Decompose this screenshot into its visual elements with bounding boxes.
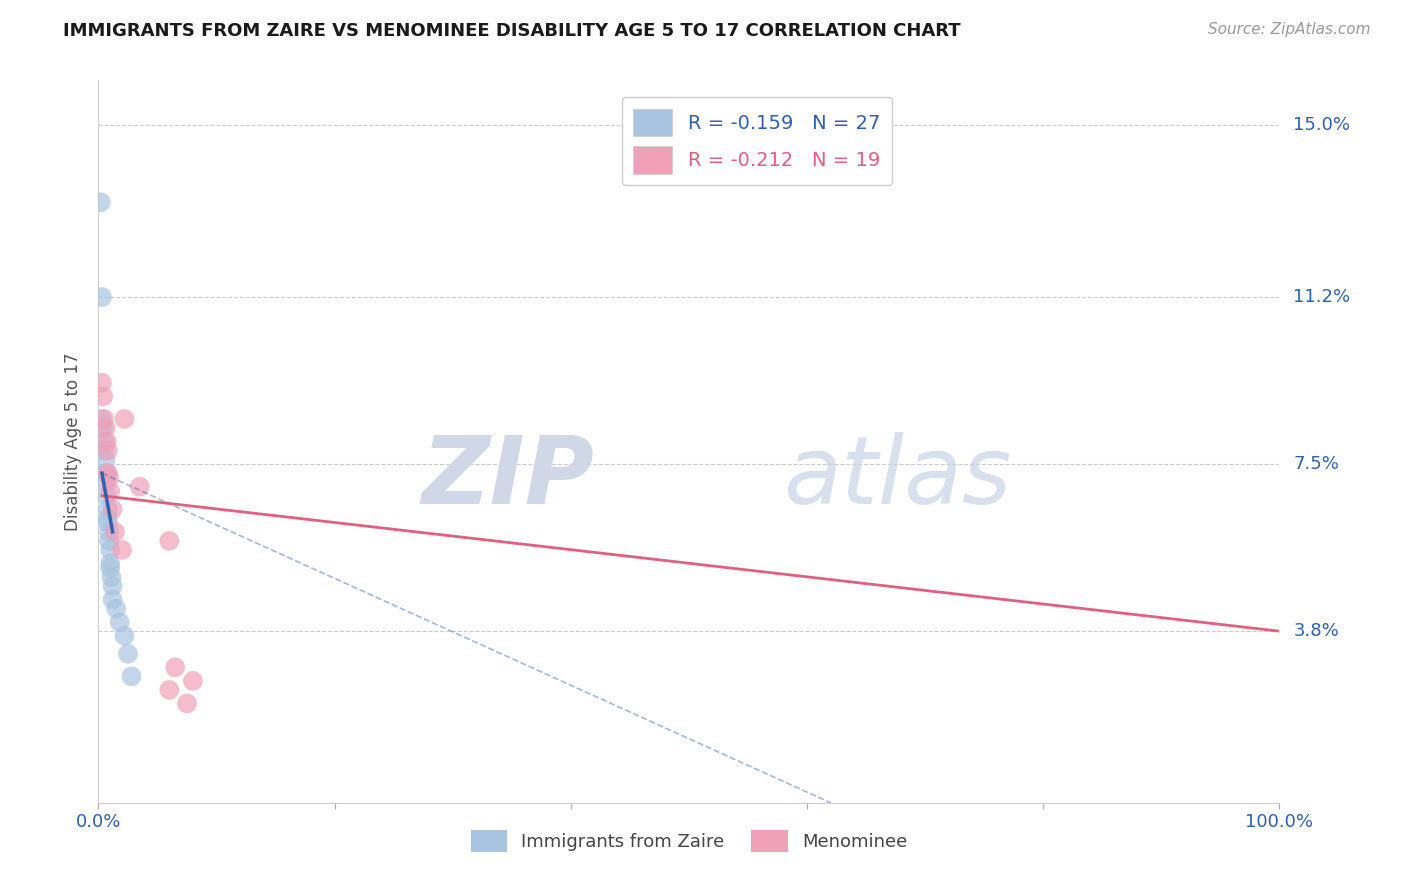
Point xyxy=(101,579,124,593)
Point xyxy=(104,524,127,539)
Point xyxy=(91,412,114,426)
Point xyxy=(91,389,114,403)
Point xyxy=(90,195,112,210)
Text: 7.5%: 7.5% xyxy=(1294,455,1340,473)
Text: 3.8%: 3.8% xyxy=(1294,623,1339,640)
Point xyxy=(98,561,121,575)
Y-axis label: Disability Age 5 to 17: Disability Age 5 to 17 xyxy=(65,352,83,531)
Point xyxy=(165,660,187,674)
Point xyxy=(105,601,128,615)
Point xyxy=(91,290,114,304)
Point xyxy=(97,443,120,458)
Point xyxy=(98,471,121,485)
Point xyxy=(100,570,122,584)
Point xyxy=(128,480,150,494)
Point xyxy=(181,673,204,688)
Point xyxy=(96,489,118,503)
Text: 11.2%: 11.2% xyxy=(1294,288,1351,306)
Point xyxy=(97,516,120,530)
Point xyxy=(93,443,115,458)
Point xyxy=(97,511,120,525)
Point xyxy=(101,502,124,516)
Point xyxy=(91,376,114,390)
Point xyxy=(157,682,180,697)
Point xyxy=(98,524,121,539)
Point xyxy=(111,542,134,557)
Point xyxy=(108,615,131,630)
Point xyxy=(94,466,117,480)
Point xyxy=(94,421,117,435)
Text: ZIP: ZIP xyxy=(422,432,595,524)
Point xyxy=(121,669,143,683)
Point xyxy=(112,629,135,643)
Point xyxy=(98,533,121,548)
Point xyxy=(98,542,121,557)
Point xyxy=(97,502,120,516)
Point xyxy=(98,557,121,571)
Point xyxy=(91,421,114,435)
Point xyxy=(93,412,115,426)
Point xyxy=(94,452,117,467)
Text: 15.0%: 15.0% xyxy=(1294,117,1350,135)
Point xyxy=(117,647,139,661)
Legend: Immigrants from Zaire, Menominee: Immigrants from Zaire, Menominee xyxy=(464,822,914,859)
Point xyxy=(96,475,118,490)
Text: Source: ZipAtlas.com: Source: ZipAtlas.com xyxy=(1208,22,1371,37)
Point xyxy=(96,434,118,449)
Point xyxy=(93,434,115,449)
Point xyxy=(112,412,135,426)
Text: atlas: atlas xyxy=(783,432,1012,524)
Point xyxy=(97,466,120,480)
Point xyxy=(157,533,180,548)
Point xyxy=(96,466,118,480)
Text: IMMIGRANTS FROM ZAIRE VS MENOMINEE DISABILITY AGE 5 TO 17 CORRELATION CHART: IMMIGRANTS FROM ZAIRE VS MENOMINEE DISAB… xyxy=(63,22,960,40)
Point xyxy=(176,697,198,711)
Point xyxy=(98,484,121,499)
Point xyxy=(101,592,124,607)
